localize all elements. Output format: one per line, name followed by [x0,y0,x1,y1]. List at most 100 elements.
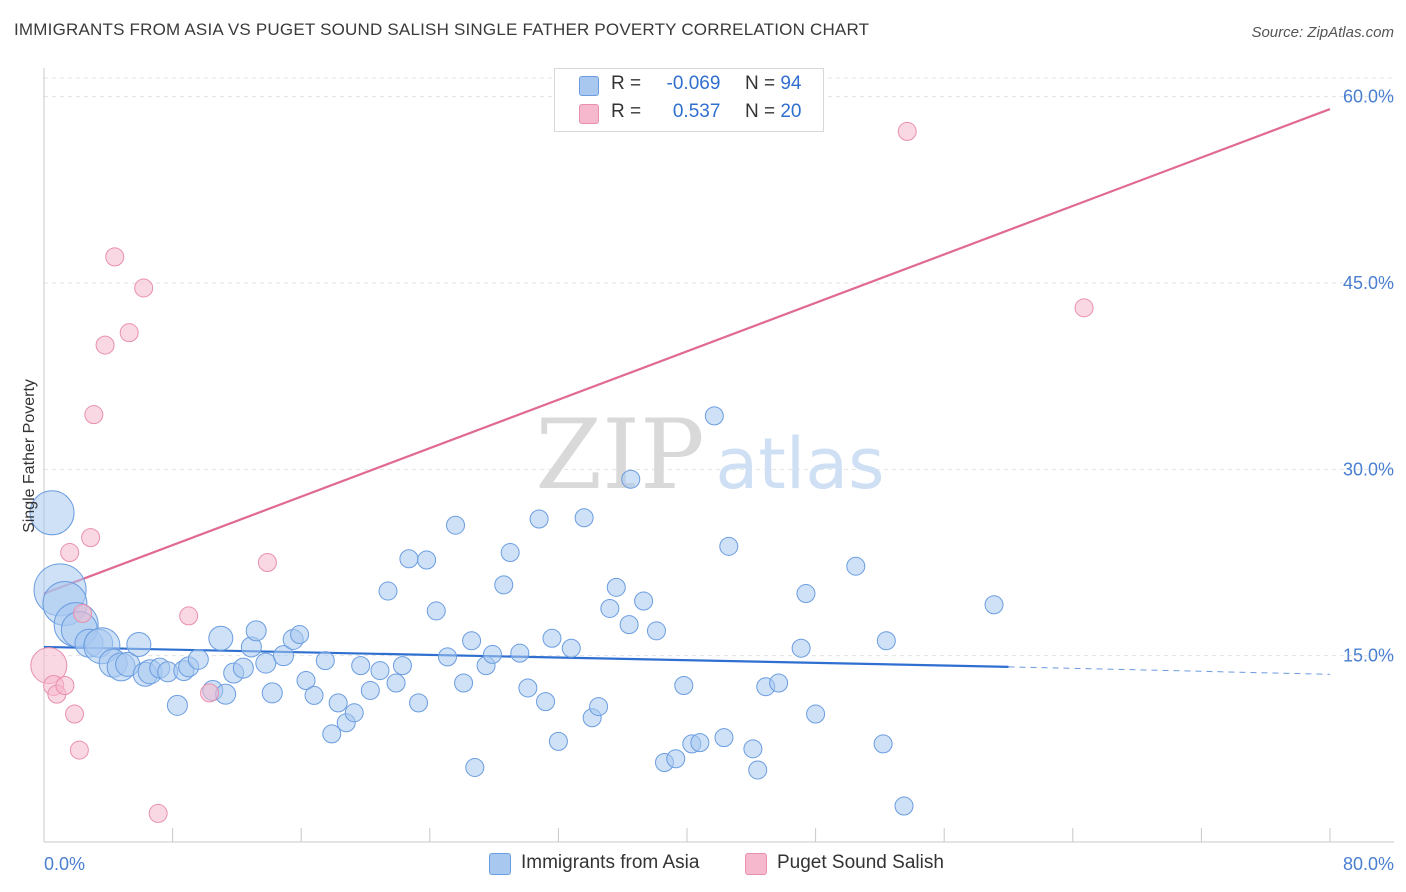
point-asia [704,406,724,426]
point-asia [187,648,209,670]
n-label: N = [744,73,776,94]
point-asia [561,638,581,658]
point-asia [646,621,666,641]
point-asia [322,724,342,744]
point-asia [166,694,188,716]
x-tick-label-max: 80.0% [1343,854,1394,874]
point-asia [454,673,474,693]
r-label: R = [611,73,642,94]
point-asia [417,550,437,570]
point-asia [748,760,768,780]
point-asia [437,647,457,667]
axes [43,68,1394,843]
watermark-atlas: atlas [715,423,884,505]
point-asia [29,490,75,536]
point-asia [399,549,419,569]
point-asia [666,749,686,769]
point-asia [574,508,594,528]
point-asia [984,595,1004,615]
data-points [29,121,1094,823]
point-asia [482,644,502,664]
point-asia [273,645,295,667]
r-value: 0.537 [672,101,721,122]
y-axis-label: Single Father Poverty [21,379,38,533]
point-asia [255,652,277,674]
point-asia [743,739,763,759]
point-asia [494,575,514,595]
series-legend: Immigrants from Asia Puget Sound Salish [0,852,1406,878]
y-tick-label: 15.0% [1343,646,1394,666]
source-label: Source: ZipAtlas.com [1251,24,1394,41]
point-salish [1074,298,1094,318]
point-salish [84,405,104,425]
trend-line-salish [43,108,1331,595]
point-asia [378,581,398,601]
point-asia [261,682,283,704]
point-asia [232,657,254,679]
point-asia [690,733,710,753]
legend-label-salish: Puget Sound Salish [777,852,944,873]
point-asia [791,638,811,658]
point-salish [55,675,75,695]
point-asia [245,620,267,642]
point-asia [315,651,335,671]
n-value: 94 [780,73,802,94]
point-asia [589,697,609,717]
legend-swatch-asia [489,853,511,875]
point-asia [536,692,556,712]
point-asia [344,703,364,723]
point-asia [548,731,568,751]
point-asia [873,734,893,754]
point-asia [600,598,620,618]
point-salish [65,704,85,724]
trend-line-asia-extension [1008,666,1331,675]
point-salish [200,683,220,703]
point-asia [542,628,562,648]
point-asia [465,757,485,777]
point-asia [386,673,406,693]
point-salish [60,543,80,563]
point-asia [426,601,446,621]
y-tick-label: 60.0% [1343,87,1394,107]
point-asia [674,675,694,695]
point-asia [894,796,914,816]
point-salish [257,552,277,572]
point-asia [290,625,310,645]
point-salish [897,121,917,141]
point-salish [119,323,139,343]
point-asia [392,656,412,676]
point-asia [518,678,538,698]
point-salish [134,278,154,298]
point-asia [510,643,530,663]
point-asia [208,625,234,651]
x-tick-label-min: 0.0% [44,854,85,874]
point-asia [876,631,896,651]
trend-lines [43,108,1331,675]
point-asia [796,584,816,604]
point-salish [179,606,199,626]
chart-title: IMMIGRANTS FROM ASIA VS PUGET SOUND SALI… [14,20,870,39]
tick-labels: 15.0% 30.0% 45.0% 60.0% 0.0% 80.0% [44,87,1394,874]
legend-swatch-salish [579,104,599,124]
point-asia [621,469,641,489]
point-salish [81,528,101,548]
point-salish [95,335,115,355]
point-asia [126,631,152,657]
point-asia [846,556,866,576]
point-asia [360,680,380,700]
point-asia [719,536,739,556]
grid-lines [44,77,1394,657]
legend-label-asia: Immigrants from Asia [521,852,700,873]
watermark-zip: ZIP [535,399,704,511]
point-asia [769,673,789,693]
point-asia [409,693,429,713]
legend-swatch-salish [745,853,767,875]
point-asia [500,543,520,563]
point-asia [446,515,466,535]
n-label: N = [744,101,776,122]
y-tick-label: 30.0% [1343,459,1394,479]
point-asia [304,685,324,705]
y-tick-label: 45.0% [1343,273,1394,293]
point-asia [370,661,390,681]
